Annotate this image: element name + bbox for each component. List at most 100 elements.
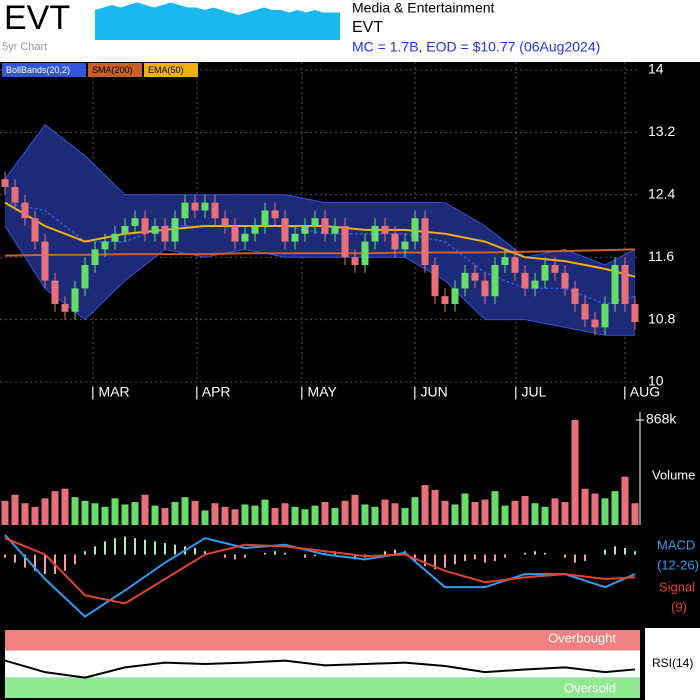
volume-bar <box>21 503 29 525</box>
chart-background <box>0 62 700 628</box>
volume-bar <box>251 505 259 525</box>
y-tick-label: 12.4 <box>648 186 675 202</box>
volume-bar <box>51 491 59 525</box>
volume-bar <box>241 504 249 525</box>
macd-label: (12-26) <box>657 557 699 572</box>
neutral-zone <box>5 650 640 678</box>
rsi-label: RSI(14) <box>652 656 693 670</box>
candle-body <box>461 272 469 289</box>
volume-bar <box>271 508 279 525</box>
x-tick-label: | JUN <box>413 384 448 400</box>
volume-bar <box>391 503 399 525</box>
candle-body <box>541 265 549 281</box>
candle-body <box>551 265 559 273</box>
volume-bar <box>91 503 99 525</box>
sparkline-label: 5yr Chart <box>2 41 47 53</box>
x-tick-label: | APR <box>195 384 231 400</box>
volume-bar <box>291 506 299 525</box>
volume-bar <box>441 500 449 525</box>
candle-body <box>331 226 339 234</box>
candle-body <box>421 218 429 265</box>
candle-body <box>251 226 259 234</box>
volume-bar <box>521 495 529 525</box>
candle-body <box>41 241 49 281</box>
legend-swatch <box>88 63 142 77</box>
oversold-label: Oversold <box>564 680 616 695</box>
y-tick-label: 10 <box>648 373 664 389</box>
band-upper <box>4 123 636 266</box>
candle-body <box>71 288 79 312</box>
volume-bar <box>471 502 479 525</box>
candle-body <box>531 280 539 289</box>
candle-body <box>471 272 479 281</box>
band-lower <box>4 225 635 336</box>
volume-bar <box>401 508 409 525</box>
volume-bar <box>111 498 119 525</box>
name: EVT <box>352 19 383 36</box>
candle-body <box>201 202 209 211</box>
candle-body <box>361 241 369 265</box>
volume-bar <box>461 493 469 525</box>
candle-body <box>281 218 289 242</box>
volume-bar <box>61 488 69 525</box>
volume-bar <box>341 500 349 525</box>
candle-body <box>1 179 9 187</box>
volume-bar <box>551 498 559 525</box>
candle-body <box>101 241 109 250</box>
volume-bar <box>181 497 189 525</box>
volume-bar <box>571 420 579 525</box>
candle-body <box>151 226 159 234</box>
volume-bar <box>201 510 209 525</box>
sparkline-area <box>95 2 340 40</box>
volume-bar <box>1 500 9 525</box>
volume-bar <box>601 498 609 525</box>
volume-bar <box>211 503 219 525</box>
volume-bar <box>161 508 169 525</box>
legend-swatch <box>2 63 86 77</box>
volume-bar <box>121 504 129 525</box>
volume-bar <box>151 505 159 525</box>
volume-bar <box>491 491 499 525</box>
sector: Media & Entertainment <box>352 0 495 16</box>
candle-body <box>221 218 229 226</box>
candle-body <box>141 218 149 234</box>
candle-body <box>341 226 349 258</box>
volume-bar <box>191 500 199 525</box>
legend-label: SMA(200) <box>92 65 133 75</box>
volume-bar <box>321 502 329 525</box>
y-tick-label: 14 <box>648 61 664 77</box>
candle-body <box>111 233 119 242</box>
candle-body <box>581 304 589 320</box>
volume-bar <box>41 498 49 525</box>
candle-body <box>451 288 459 304</box>
macd-label: Signal <box>659 579 695 594</box>
volume-bar <box>101 506 109 525</box>
candle-body <box>491 265 499 297</box>
candle-body <box>631 304 639 322</box>
volume-bar <box>131 502 139 525</box>
candle-body <box>411 218 419 242</box>
y-tick-label: 10.8 <box>648 310 675 326</box>
volume-bar <box>381 499 389 525</box>
volume-bar <box>621 476 629 525</box>
volume-bar <box>501 505 509 525</box>
candle-body <box>51 280 59 304</box>
candle-body <box>521 272 529 289</box>
volume-bar <box>451 504 459 525</box>
volume-bar <box>431 489 439 525</box>
candle-body <box>261 210 269 226</box>
candle-body <box>231 226 239 242</box>
candle-body <box>121 226 129 234</box>
candle-body <box>431 265 439 297</box>
candle-body <box>91 249 99 265</box>
candle-body <box>511 257 519 273</box>
volume-bar <box>71 497 79 525</box>
legend-swatch <box>144 63 198 77</box>
candle-body <box>371 226 379 242</box>
candle-body <box>351 257 359 265</box>
volume-bar <box>531 503 539 525</box>
candle-body <box>621 265 629 304</box>
volume-bar <box>421 485 429 525</box>
candle-body <box>241 233 249 242</box>
